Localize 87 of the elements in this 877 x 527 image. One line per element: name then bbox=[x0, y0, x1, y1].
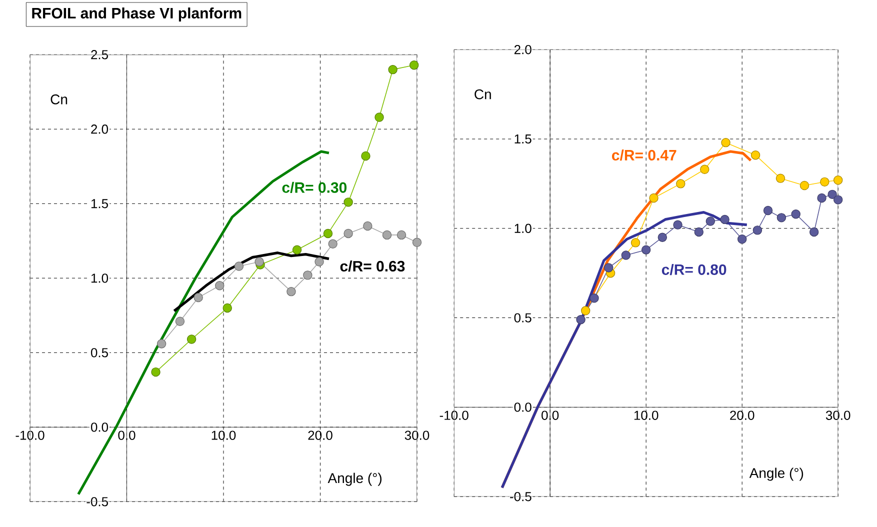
y-tick-label: 0.0 bbox=[90, 422, 108, 432]
point bbox=[721, 138, 730, 148]
annotation: c/R= 0.63 bbox=[340, 260, 405, 272]
point bbox=[833, 176, 843, 185]
y-tick-label: -0.5 bbox=[510, 492, 532, 502]
point bbox=[412, 238, 422, 248]
point bbox=[382, 230, 392, 240]
point bbox=[222, 303, 232, 313]
point bbox=[396, 230, 406, 240]
point bbox=[151, 367, 160, 377]
point bbox=[817, 193, 826, 203]
point bbox=[374, 112, 384, 122]
point bbox=[791, 209, 800, 219]
point bbox=[186, 334, 196, 344]
point bbox=[175, 316, 185, 326]
y-tick-label: 2.5 bbox=[91, 50, 108, 60]
point bbox=[700, 164, 710, 174]
chart-title: RFOIL and Phase VI planform bbox=[32, 7, 242, 22]
y-tick-label: 0.0 bbox=[514, 402, 532, 412]
point bbox=[641, 245, 651, 254]
x-tick-label: 0.0 bbox=[542, 410, 559, 420]
y-tick-label: 1.0 bbox=[514, 224, 532, 233]
point bbox=[658, 232, 668, 242]
y-tick-label: 2.0 bbox=[91, 124, 108, 134]
y-axis-title: Cn bbox=[474, 89, 491, 100]
point bbox=[194, 292, 203, 302]
point bbox=[720, 214, 730, 224]
point bbox=[590, 294, 599, 303]
point bbox=[328, 239, 338, 248]
point bbox=[344, 228, 353, 238]
x-tick-label: 20.0 bbox=[308, 430, 332, 440]
y-tick-label: 1.5 bbox=[514, 134, 532, 144]
point bbox=[673, 220, 682, 230]
x-tick-label: -10.0 bbox=[16, 430, 44, 440]
point bbox=[649, 193, 658, 203]
y-tick-label: 1.0 bbox=[91, 274, 108, 283]
point bbox=[737, 234, 747, 244]
point bbox=[303, 270, 312, 280]
x-tick-label: 20.0 bbox=[730, 410, 754, 420]
point bbox=[800, 180, 810, 190]
point bbox=[292, 245, 302, 254]
point bbox=[323, 228, 333, 238]
x-tick-label: -10.0 bbox=[440, 410, 468, 420]
point bbox=[630, 238, 640, 248]
y-axis-title: Cn bbox=[50, 94, 68, 104]
x-tick-label: 10.0 bbox=[634, 410, 658, 420]
point bbox=[156, 339, 166, 348]
point bbox=[676, 179, 686, 188]
point bbox=[776, 213, 786, 222]
point bbox=[752, 226, 762, 235]
point bbox=[254, 257, 264, 266]
x-axis-title: Angle (°) bbox=[749, 468, 804, 481]
point bbox=[820, 177, 830, 187]
point bbox=[776, 174, 786, 183]
point bbox=[694, 227, 704, 237]
y-tick-label: -0.5 bbox=[86, 497, 108, 506]
x-axis-title: Angle (°) bbox=[328, 472, 382, 486]
point bbox=[706, 216, 716, 226]
annotation: c/R= 0.30 bbox=[282, 182, 347, 194]
point bbox=[750, 150, 760, 160]
point bbox=[833, 195, 843, 204]
point bbox=[621, 250, 631, 260]
point bbox=[763, 206, 773, 216]
point bbox=[809, 227, 819, 237]
point bbox=[314, 257, 324, 266]
point bbox=[361, 151, 370, 161]
point bbox=[363, 221, 372, 231]
point bbox=[388, 64, 398, 74]
point bbox=[410, 60, 419, 70]
point bbox=[828, 190, 837, 200]
point bbox=[576, 314, 586, 324]
point bbox=[215, 281, 224, 290]
y-tick-label: 1.5 bbox=[91, 199, 108, 208]
y-tick-label: 2.0 bbox=[514, 44, 532, 54]
point bbox=[581, 306, 590, 316]
point bbox=[604, 263, 614, 272]
x-tick-label: 30.0 bbox=[826, 410, 850, 420]
line-series bbox=[172, 252, 330, 312]
point bbox=[234, 262, 244, 271]
annotation: c/R= 0.80 bbox=[662, 264, 726, 276]
x-tick-label: 10.0 bbox=[212, 430, 236, 440]
y-tick-label: 0.5 bbox=[514, 313, 532, 322]
y-tick-label: 0.5 bbox=[90, 348, 108, 358]
point bbox=[344, 198, 353, 207]
x-tick-label: 30.0 bbox=[404, 430, 430, 440]
annotation: c/R= 0.47 bbox=[612, 150, 676, 161]
point bbox=[286, 286, 296, 296]
